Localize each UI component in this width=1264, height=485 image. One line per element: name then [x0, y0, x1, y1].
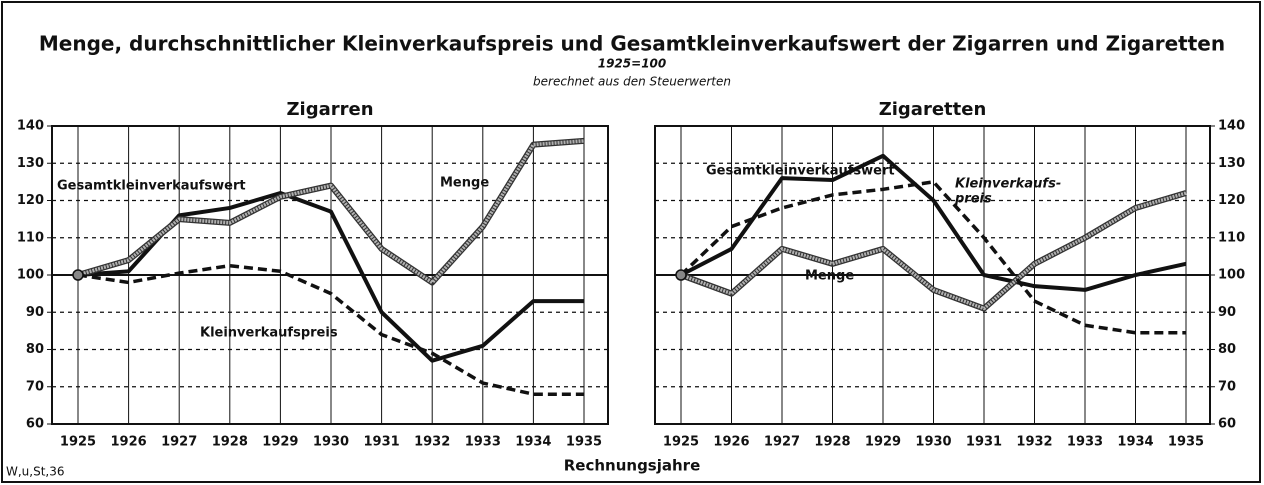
x-tick-label: 1932 — [414, 435, 450, 450]
y-tick-label: 90 — [1218, 305, 1236, 320]
x-tick-label: 1934 — [1117, 435, 1153, 450]
x-tick-label: 1928 — [212, 435, 248, 450]
line — [680, 191, 1187, 311]
series-label: Gesamtkleinverkaufswert — [57, 179, 246, 194]
x-tick-label: 1935 — [566, 435, 602, 450]
y-tick-label: 120 — [17, 193, 44, 208]
series-label: Kleinverkaufspreis — [200, 326, 338, 341]
line — [679, 180, 1186, 335]
x-tick-label: 1933 — [465, 435, 501, 450]
start-marker — [675, 269, 687, 281]
y-tick-label: 140 — [17, 119, 44, 134]
y-tick-label: 120 — [1218, 193, 1245, 208]
series-label: Gesamtkleinverkaufswert — [706, 164, 895, 179]
note: berechnet aus den Steuerwerten — [533, 75, 731, 89]
series-label: Menge — [440, 176, 489, 191]
panel-title: Zigarren — [286, 99, 373, 120]
x-tick-label: 1931 — [966, 435, 1002, 450]
x-tick-label: 1933 — [1067, 435, 1103, 450]
x-tick-label: 1927 — [764, 435, 800, 450]
x-tick-label: 1934 — [515, 435, 551, 450]
y-tick-label: 70 — [26, 379, 44, 394]
y-tick-label: 60 — [26, 417, 44, 432]
y-tick-label: 100 — [1218, 268, 1245, 283]
y-tick-label: 130 — [1218, 156, 1245, 171]
series-label: preis — [954, 192, 992, 207]
x-tick-label: 1929 — [865, 435, 901, 450]
series-label: Menge — [805, 269, 854, 284]
source: W,u,St,36 — [6, 465, 65, 479]
x-tick-label: 1929 — [262, 435, 298, 450]
x-tick-label: 1925 — [60, 435, 96, 450]
x-tick-label: 1930 — [915, 435, 951, 450]
series-label: Kleinverkaufs- — [955, 177, 1061, 192]
y-tick-label: 80 — [26, 342, 44, 357]
x-tick-label: 1932 — [1016, 435, 1052, 450]
chart-title: Menge, durchschnittlicher Kleinverkaufsp… — [39, 32, 1225, 56]
y-tick-label: 100 — [17, 268, 44, 283]
x-tick-label: 1927 — [161, 435, 197, 450]
y-tick-label: 60 — [1218, 417, 1236, 432]
y-tick-label: 110 — [1218, 230, 1245, 245]
x-tick-label: 1926 — [111, 435, 147, 450]
y-tick-label: 130 — [17, 156, 44, 171]
line — [680, 153, 1187, 292]
x-tick-label: 1935 — [1168, 435, 1204, 450]
x-tick-label: 1930 — [313, 435, 349, 450]
y-tick-label: 80 — [1218, 342, 1236, 357]
line — [77, 263, 584, 396]
x-axis-label: Rechnungsjahre — [564, 457, 701, 475]
start-marker — [72, 269, 84, 281]
x-tick-label: 1926 — [713, 435, 749, 450]
x-tick-label: 1928 — [814, 435, 850, 450]
line — [77, 139, 585, 285]
subtitle: 1925=100 — [598, 57, 667, 71]
x-tick-label: 1931 — [364, 435, 400, 450]
y-tick-label: 110 — [17, 230, 44, 245]
y-tick-label: 70 — [1218, 379, 1236, 394]
y-tick-label: 90 — [26, 305, 44, 320]
y-tick-label: 140 — [1218, 119, 1245, 134]
panel-title: Zigaretten — [879, 99, 987, 120]
x-tick-label: 1925 — [663, 435, 699, 450]
